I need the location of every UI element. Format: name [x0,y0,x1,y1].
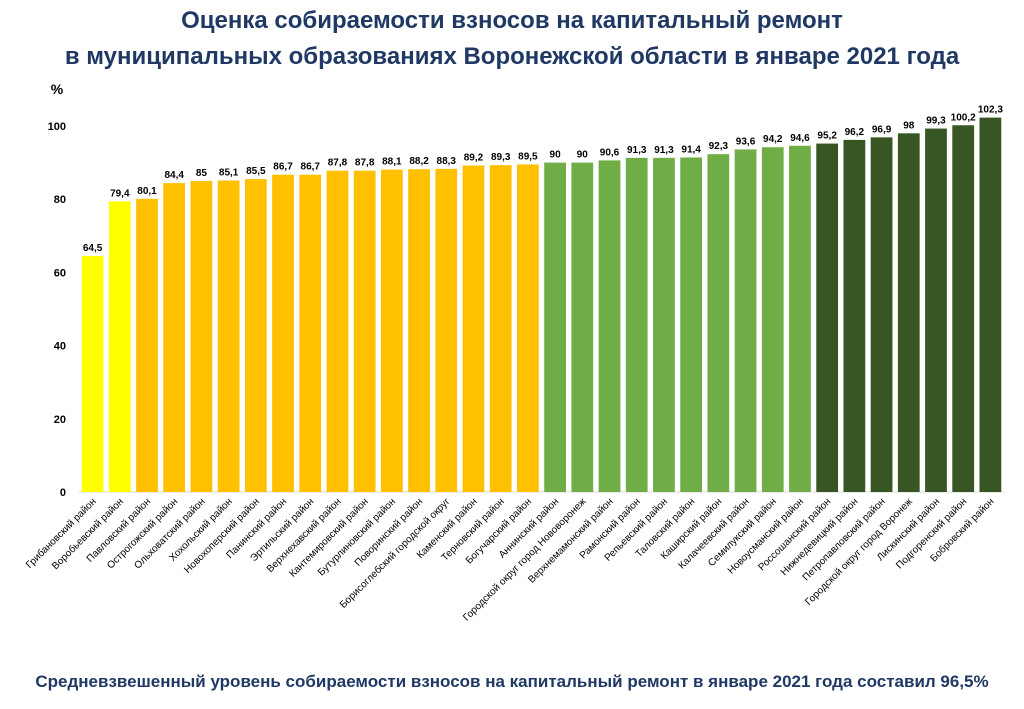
bar-value-label: 98 [903,120,915,131]
bar-value-label: 91,4 [681,144,701,155]
bar [653,157,675,492]
chart-title-line-1: Оценка собираемости взносов на капитальн… [181,7,843,34]
bar [299,174,322,492]
bar-value-label: 93,6 [736,136,756,147]
bar [816,143,839,492]
bar [870,137,893,492]
bar [952,125,975,492]
bar [435,168,458,492]
bar [761,147,784,492]
bar-value-label: 90 [577,150,589,161]
bar-value-label: 88,2 [409,156,429,167]
bar-value-label: 102,3 [978,105,1003,116]
y-tick-label: 80 [54,194,66,206]
bar [571,162,594,492]
bar-value-label: 92,3 [709,141,729,152]
bar-value-label: 89,2 [464,153,484,164]
bar-value-label: 89,3 [491,152,511,163]
bar [489,165,512,493]
bar [217,180,240,492]
bar [190,180,213,492]
bar-value-label: 85,1 [219,168,239,179]
bar-value-label: 87,8 [355,158,375,169]
bar-value-label: 100,2 [951,112,976,123]
bar-value-label: 94,2 [763,134,783,145]
bar [462,165,485,492]
bar-value-label: 87,8 [328,158,348,169]
bar-value-label: 86,7 [273,162,293,173]
bar-value-label: 86,7 [301,162,321,173]
bar [326,170,349,492]
y-tick-label: 60 [54,267,66,279]
bar-value-label: 88,1 [382,157,402,168]
bar [108,201,131,492]
bar [272,174,294,492]
bar-value-label: 91,3 [654,145,674,156]
bar [625,157,648,492]
bar [136,198,158,493]
bar [353,170,376,492]
bar [598,160,621,492]
bar [734,149,757,492]
bar [707,154,730,492]
bar-value-label: 85,5 [246,166,266,177]
y-tick-label: 0 [60,487,66,499]
bar-value-label: 90 [550,150,562,161]
bar-value-label: 91,3 [627,145,647,156]
bar-value-label: 95,2 [817,131,837,142]
bar [897,133,920,492]
bar-value-label: 90,6 [600,147,620,158]
chart-title-line-2: в муниципальных образованиях Воронежской… [64,43,960,70]
bar-value-label: 96,9 [872,124,892,135]
bar [979,117,1002,492]
bar-value-label: 85 [196,168,208,179]
bar [517,164,539,492]
y-axis-unit-label: % [51,81,64,97]
bar-value-label: 99,3 [926,116,946,127]
bar-value-label: 88,3 [437,156,457,167]
bar [408,169,430,493]
bar-value-label: 94,6 [790,133,810,144]
bar [81,255,104,492]
y-tick-label: 20 [54,414,66,426]
bar-value-label: 96,2 [845,127,865,138]
average-collection-note: Средневзвешенный уровень собираемости вз… [35,672,989,691]
bar [544,162,566,492]
bar-value-label: 79,4 [110,188,130,199]
bar [380,169,403,492]
y-tick-label: 100 [48,121,66,133]
bar [163,183,186,492]
bar [789,145,811,492]
bar-value-label: 89,5 [518,151,538,162]
bar-value-label: 84,4 [164,170,184,181]
bar [244,179,267,492]
bar-value-label: 64,5 [83,243,103,254]
y-tick-label: 40 [54,341,66,353]
bar [680,157,703,492]
bar [843,139,866,492]
bar-value-label: 80,1 [137,186,157,197]
bar [925,128,947,492]
